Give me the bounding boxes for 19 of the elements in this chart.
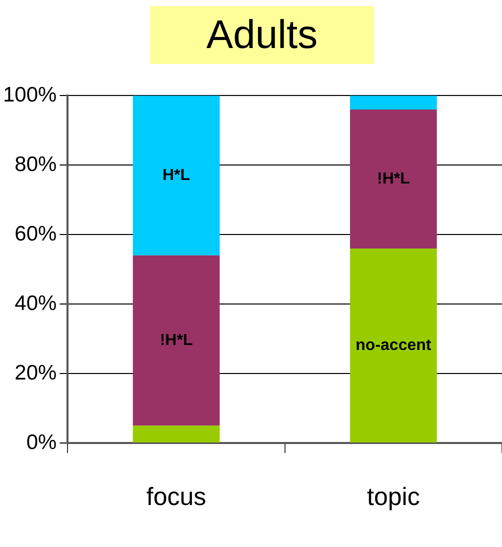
bar [350,96,437,110]
x-tick-label: topic [367,482,420,511]
bar [350,248,437,442]
y-tick-label: 60% [14,222,57,246]
y-tick-label: 80% [14,152,57,176]
bar [132,426,220,442]
y-tick-label: 100% [2,83,57,106]
data-label: !H*L [160,332,193,349]
y-tick-label: 20% [14,361,57,384]
data-label: !H*L [376,170,410,188]
data-label: H*L [162,166,190,184]
x-tick-label: focus [146,482,206,511]
bar [350,109,437,248]
bar [132,255,220,426]
y-tick-label: 0% [26,430,57,454]
chart-title: Adults [150,6,374,64]
bar [132,96,220,256]
y-tick-label: 40% [14,292,57,315]
data-label: no-accent [356,336,432,354]
